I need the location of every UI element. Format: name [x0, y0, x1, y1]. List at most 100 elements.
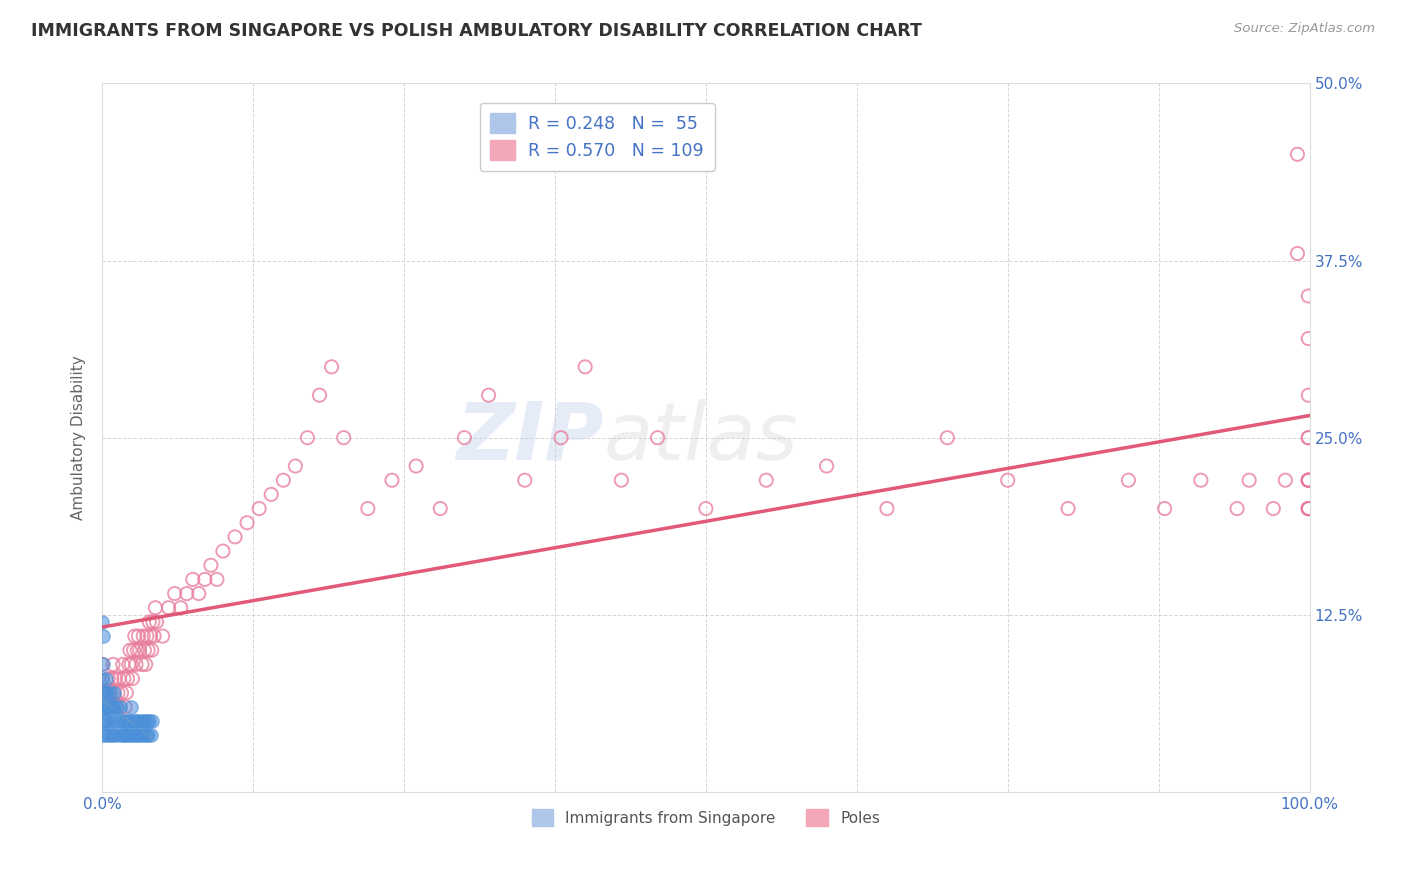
Point [647, 431, 669, 445]
Point [1298, 431, 1320, 445]
Point [97, 700, 120, 714]
Point [1237, 473, 1260, 487]
Point [118, 643, 141, 657]
Point [118, 657, 141, 672]
Point [91, 686, 114, 700]
Point [114, 700, 136, 714]
Point [96, 700, 118, 714]
Point [96, 686, 118, 700]
Point [271, 473, 294, 487]
Point [118, 714, 141, 728]
Point [381, 473, 404, 487]
Point [125, 657, 148, 672]
Point [1118, 473, 1140, 487]
Point [120, 700, 142, 714]
Point [100, 714, 122, 728]
Point [138, 615, 160, 629]
Point [103, 728, 125, 742]
Point [101, 672, 124, 686]
Point [1298, 501, 1320, 516]
Point [108, 714, 131, 728]
Point [1189, 473, 1212, 487]
Point [94, 672, 117, 686]
Point [91, 615, 114, 629]
Point [1298, 473, 1320, 487]
Point [212, 544, 235, 558]
Point [236, 516, 259, 530]
Legend: Immigrants from Singapore, Poles: Immigrants from Singapore, Poles [524, 801, 887, 834]
Point [1226, 501, 1249, 516]
Point [194, 573, 217, 587]
Point [94, 700, 117, 714]
Point [93, 714, 115, 728]
Point [1263, 501, 1285, 516]
Point [100, 700, 122, 714]
Point [1298, 289, 1320, 303]
Point [100, 686, 122, 700]
Point [1286, 246, 1309, 260]
Point [93, 728, 115, 742]
Point [96, 714, 118, 728]
Point [143, 629, 166, 643]
Point [127, 629, 149, 643]
Point [135, 629, 157, 643]
Point [111, 714, 134, 728]
Point [111, 657, 134, 672]
Point [429, 501, 451, 516]
Point [115, 728, 138, 742]
Point [114, 714, 136, 728]
Point [357, 501, 380, 516]
Text: atlas: atlas [603, 399, 799, 476]
Point [110, 686, 132, 700]
Point [997, 473, 1019, 487]
Point [1298, 473, 1320, 487]
Point [93, 657, 115, 672]
Point [1298, 501, 1320, 516]
Point [815, 458, 838, 473]
Point [141, 714, 163, 728]
Point [112, 672, 135, 686]
Point [695, 501, 717, 516]
Point [110, 700, 132, 714]
Point [135, 714, 157, 728]
Point [224, 530, 246, 544]
Point [91, 714, 114, 728]
Point [284, 458, 307, 473]
Point [101, 728, 124, 742]
Point [157, 600, 180, 615]
Point [453, 431, 475, 445]
Point [93, 714, 115, 728]
Point [1298, 473, 1320, 487]
Point [135, 728, 157, 742]
Point [187, 586, 209, 600]
Point [103, 686, 125, 700]
Point [152, 629, 174, 643]
Text: Source: ZipAtlas.com: Source: ZipAtlas.com [1234, 22, 1375, 36]
Point [1057, 501, 1080, 516]
Point [176, 586, 198, 600]
Point [101, 657, 124, 672]
Point [755, 473, 778, 487]
Point [134, 643, 156, 657]
Point [128, 643, 150, 657]
Point [550, 431, 572, 445]
Point [103, 700, 125, 714]
Point [143, 600, 166, 615]
Point [131, 657, 153, 672]
Point [139, 728, 162, 742]
Point [93, 686, 115, 700]
Point [138, 714, 160, 728]
Point [205, 573, 228, 587]
Point [121, 672, 143, 686]
Point [1298, 431, 1320, 445]
Text: ZIP: ZIP [456, 399, 603, 476]
Point [93, 629, 115, 643]
Point [308, 388, 330, 402]
Point [91, 672, 114, 686]
Point [200, 558, 222, 573]
Point [936, 431, 959, 445]
Point [247, 501, 270, 516]
Point [477, 388, 499, 402]
Point [93, 686, 115, 700]
Point [120, 657, 142, 672]
